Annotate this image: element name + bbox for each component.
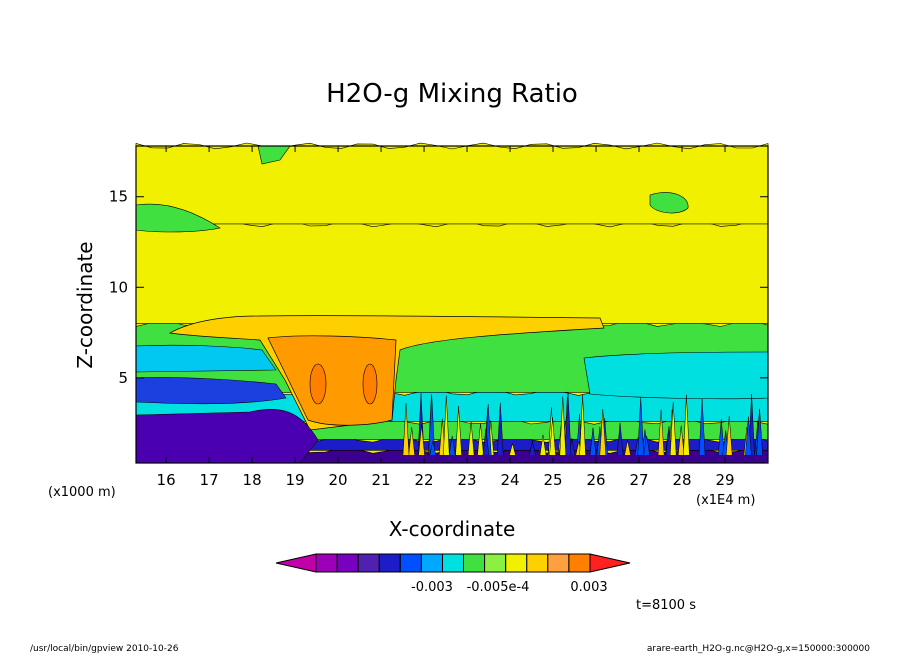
contour-line	[725, 415, 733, 456]
upper-blob	[135, 203, 221, 233]
x-axis: 16 17 18 19 20 21 22 23 24 25 26 27 28 29	[157, 146, 735, 489]
contour-line	[467, 421, 475, 456]
y-tick-label: 5	[118, 369, 128, 387]
contour-features	[135, 145, 769, 464]
contour-line	[559, 396, 567, 456]
x-unit-left: (x1000 m)	[48, 485, 116, 500]
x-tick-label: 19	[286, 471, 305, 489]
contour-line	[529, 440, 536, 456]
contour-line	[408, 427, 415, 456]
contour-line	[657, 409, 665, 456]
colorbar-arrow-low	[275, 553, 317, 573]
colorbar-swatch	[378, 553, 401, 573]
contour-line	[477, 423, 484, 456]
contour-line	[718, 419, 725, 456]
contour-line	[482, 428, 490, 456]
x-tick-label: 23	[458, 471, 477, 489]
x-tick-label: 21	[372, 471, 391, 489]
y-tick-label: 15	[109, 188, 128, 206]
core-cell	[362, 363, 378, 405]
contour-line	[497, 402, 504, 456]
contour-line	[429, 441, 437, 456]
right-cyan-region	[583, 351, 769, 400]
contour-line	[616, 422, 624, 456]
colorbar-swatch	[463, 553, 486, 573]
colorbar-swatch	[442, 553, 465, 573]
contour-line	[564, 391, 572, 456]
contour-line	[509, 442, 516, 456]
y-axis-label: Z-coordinate	[73, 241, 97, 368]
x-tick-label: 16	[157, 471, 176, 489]
time-label: t=8100 s	[636, 598, 696, 613]
contour-line	[637, 397, 644, 456]
colorbar-swatch	[357, 553, 380, 573]
contour-line	[599, 409, 607, 456]
contour-line	[669, 401, 677, 456]
colorbar	[275, 553, 631, 573]
cloud-core	[267, 335, 397, 426]
middle-cyan-left	[135, 344, 277, 373]
colorbar-label: -0.003	[411, 580, 453, 595]
colorbar-swatch	[399, 553, 422, 573]
colorbar-swatch	[315, 553, 338, 573]
x-tick-label: 28	[672, 471, 691, 489]
chart-title: H2O-g Mixing Ratio	[326, 79, 578, 109]
contour-line	[624, 440, 631, 456]
contour-line	[643, 435, 650, 456]
contour-band	[135, 220, 769, 324]
x-tick-label: 25	[543, 471, 562, 489]
colorbar-swatch	[547, 553, 570, 573]
contour-line	[745, 416, 752, 456]
footer-left: /usr/local/bin/gpview 2010-10-26	[30, 644, 179, 654]
colorbar-label: -0.005e-4	[467, 580, 530, 595]
x-tick-label: 24	[500, 471, 519, 489]
colorbar-labels: -0.003 -0.005e-4 0.003	[411, 580, 608, 595]
plot-area: 16 17 18 19 20 21 22 23 24 25 26 27 28 29 5 10 15	[109, 142, 769, 489]
downdraft	[135, 408, 319, 464]
x-tick-label: 29	[715, 471, 734, 489]
contour-line	[448, 435, 456, 456]
contour-line	[549, 417, 556, 456]
colorbar-arrow-high	[589, 553, 631, 573]
contour-line	[589, 427, 597, 456]
x-tick-label: 17	[200, 471, 219, 489]
contour-line	[756, 408, 763, 456]
colorbar-swatch	[568, 553, 591, 573]
upper-blob	[649, 192, 689, 214]
core-cell	[309, 363, 327, 405]
contour-line	[455, 406, 462, 456]
colorbar-swatch	[420, 553, 443, 573]
contour-line	[428, 394, 435, 456]
contour-line	[443, 395, 450, 456]
colorbar-swatch	[484, 553, 507, 573]
contour-line	[683, 394, 690, 456]
x-axis-label: X-coordinate	[389, 517, 516, 541]
left-blue-region	[135, 377, 287, 405]
contour-line	[539, 434, 547, 456]
footer-right: arare-earth_H2O-g.nc@H2O-g,x=150000:3000…	[647, 644, 870, 654]
x-unit-right: (x1E4 m)	[696, 493, 755, 508]
x-tick-label: 22	[415, 471, 434, 489]
x-tick-label: 26	[586, 471, 605, 489]
contour-line	[677, 425, 685, 456]
contour-line	[579, 395, 586, 456]
contour-line	[418, 424, 425, 456]
contour-line	[402, 403, 410, 456]
y-axis: 5 10 15	[109, 188, 768, 387]
x-tick-label: 27	[629, 471, 648, 489]
plot-frame	[135, 145, 769, 464]
x-tick-label: 20	[329, 471, 348, 489]
x-tick-label: 18	[243, 471, 262, 489]
colorbar-swatch	[526, 553, 549, 573]
colorbar-swatch	[505, 553, 528, 573]
y-tick-label: 10	[109, 278, 128, 296]
colorbar-swatch	[336, 553, 359, 573]
contour-line	[698, 398, 706, 456]
colorbar-label: 0.003	[570, 580, 607, 595]
contour-lines	[402, 391, 763, 456]
